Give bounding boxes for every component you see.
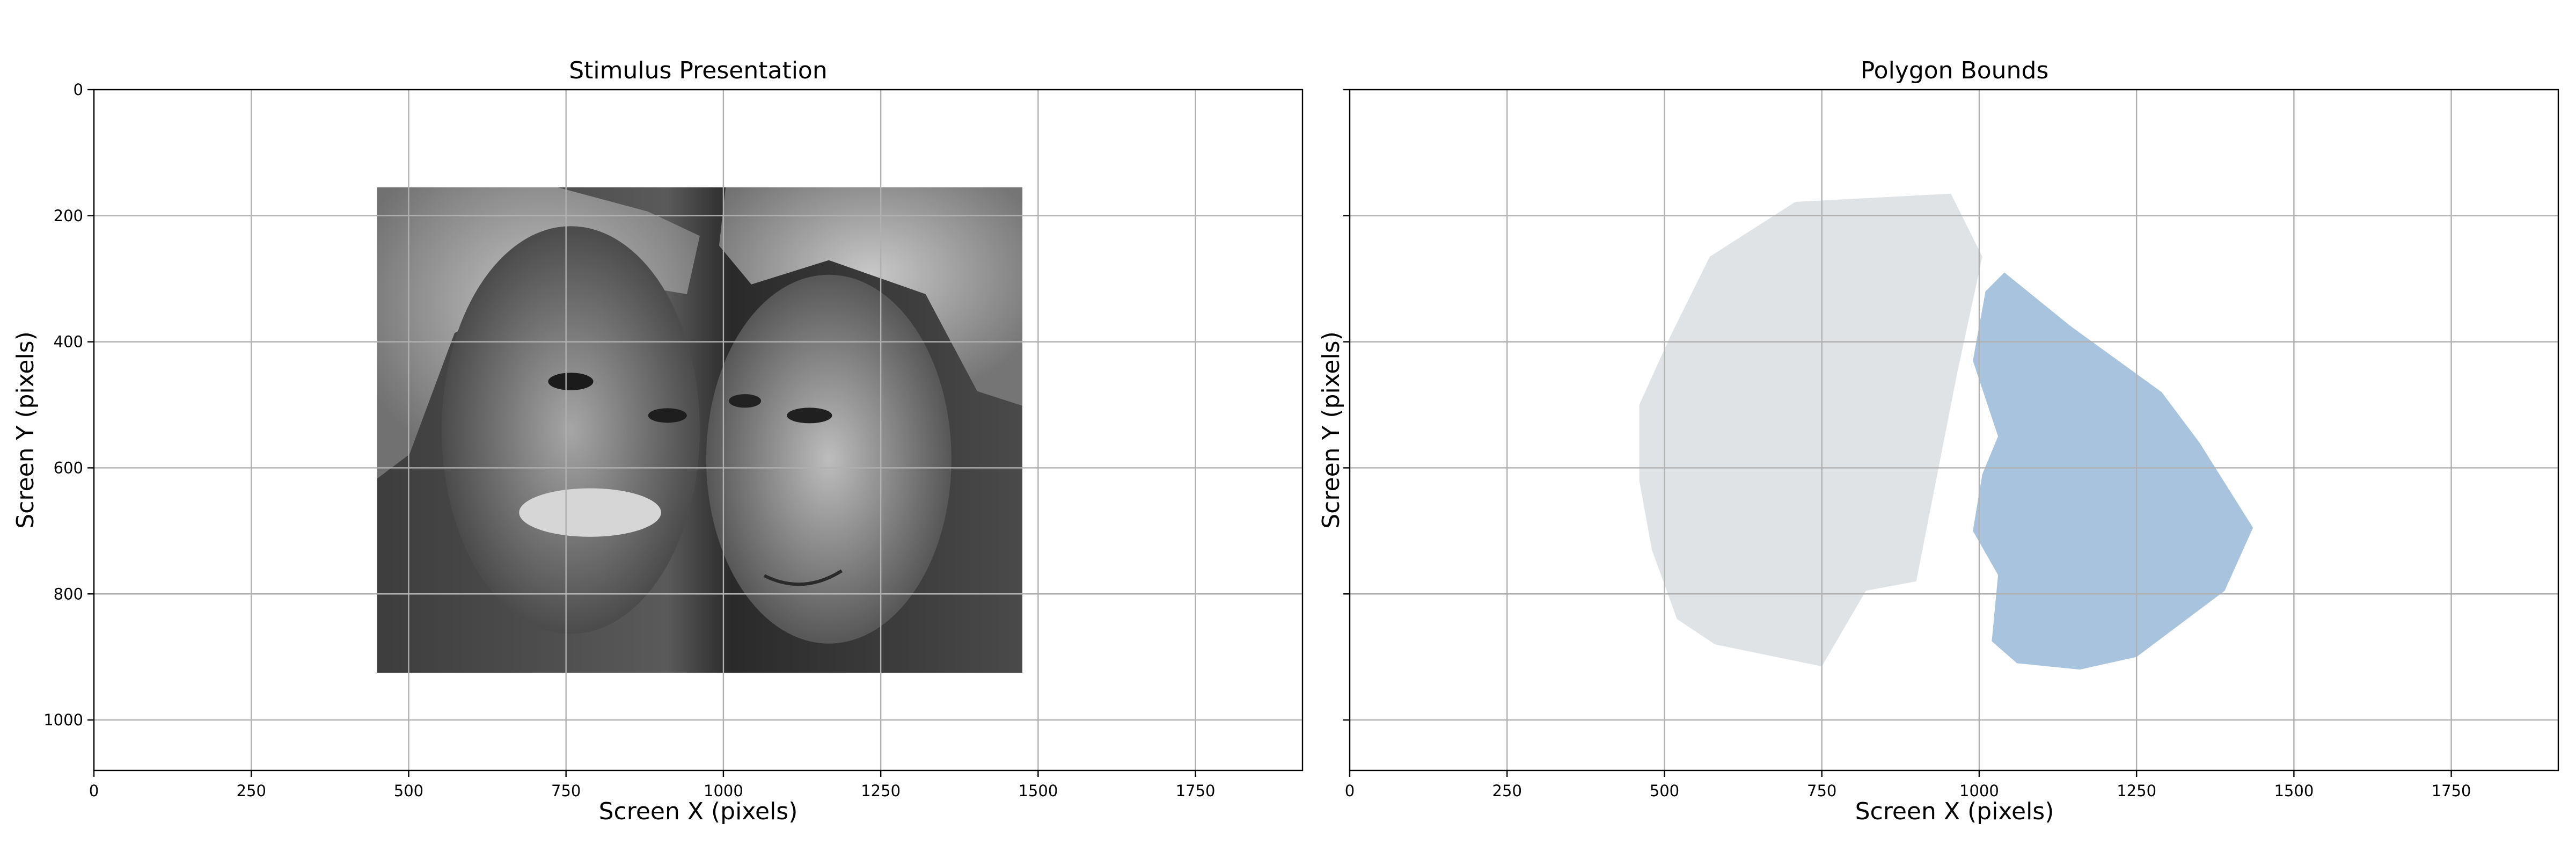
stimulus-xtick-label: 1000 [704,782,743,800]
polygon-xtick-label: 1000 [1959,782,1999,800]
polygon-xlabel: Screen X (pixels) [1855,798,2054,825]
polygon-xtick-label: 1750 [2432,782,2471,800]
photo-woman-mouth [763,569,843,586]
polygon-xtick-label: 750 [1807,782,1836,800]
polygon-region-1 [1639,193,1982,667]
polygon-grid [1349,89,2558,770]
polygon-region-2 [1973,272,2253,670]
stimulus-xlabel: Screen X (pixels) [599,798,798,825]
stimulus-ytick-label: 200 [54,207,83,225]
stimulus-ytick-label: 1000 [43,711,83,729]
stimulus-title: Stimulus Presentation [569,57,828,84]
stimulus-xtick-label: 500 [394,782,423,800]
polygon-axes-frame [1349,89,2559,771]
stimulus-ytick-label: 400 [54,333,83,351]
polygon-ticks: 0 250 500 750 1000 1250 1500 1750 [1343,89,2471,800]
stimulus-xtick-label: 250 [237,782,266,800]
photo-woman-face [706,274,952,644]
stimulus-ticks: 0 250 500 750 1000 1250 1500 1750 0 200 400 600 800 1… [43,81,1215,800]
polygon-shapes [1639,193,2253,670]
polygon-xtick-label: 250 [1492,782,1522,800]
photo-woman-eye-2 [729,394,762,408]
stimulus-xtick-label: 1500 [1018,782,1058,800]
stimulus-axes-frame [93,89,1304,771]
photo-man-face [442,226,700,634]
polygon-xtick-label: 1250 [2117,782,2156,800]
polygon-ylabel: Screen Y (pixels) [1318,331,1345,529]
photo-man-eye [548,373,594,390]
polygon-xtick-label: 500 [1650,782,1679,800]
photo-man-mustache [519,488,661,537]
stimulus-ytick-label: 800 [54,585,83,603]
polygon-xtick-label: 0 [1345,782,1355,800]
photo-man-eye-2 [648,408,687,423]
polygon-panel: Polygon Bounds 0 250 500 750 1000 1250 1500 175… [1318,57,2559,825]
photo-woman-eye [787,407,832,424]
polygon-xtick-label: 1500 [2274,782,2314,800]
polygon-title: Polygon Bounds [1861,57,2049,84]
photo-woman-hair [719,187,1023,406]
stimulus-xtick-label: 1750 [1176,782,1216,800]
stimulus-xtick-label: 0 [89,782,99,800]
stimulus-ylabel: Screen Y (pixels) [12,331,39,529]
stimulus-photo [377,187,1023,673]
stimulus-xtick-label: 750 [551,782,581,800]
stimulus-panel: Stimulus Presentation 0 250 500 750 1000 1250… [12,57,1304,825]
stimulus-xtick-label: 1250 [861,782,901,800]
stimulus-ytick-label: 600 [54,458,83,477]
stimulus-ytick-label: 0 [74,81,83,99]
